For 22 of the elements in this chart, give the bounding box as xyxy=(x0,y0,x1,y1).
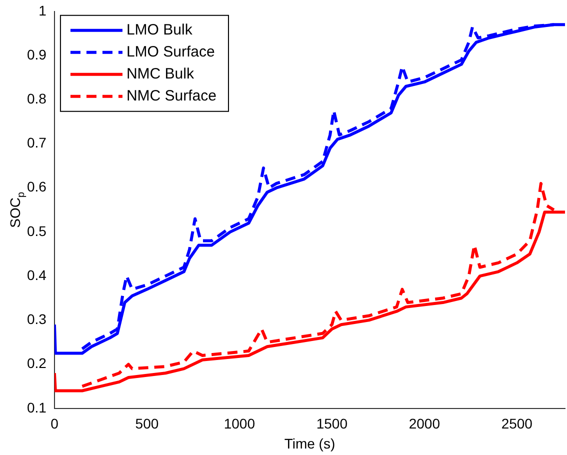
y-tick-label: 1 xyxy=(38,2,47,18)
x-tick-label: 500 xyxy=(135,416,159,432)
y-tick-label: 0.9 xyxy=(26,46,47,62)
legend-label: NMC Bulk xyxy=(126,66,194,83)
y-axis-title: SOCp xyxy=(6,192,27,228)
y-tick-label: 0.5 xyxy=(26,222,47,239)
y-tick-label: 0.6 xyxy=(26,178,47,195)
y-tick-label: 0.3 xyxy=(26,311,47,328)
x-axis-title: Time (s) xyxy=(284,435,336,452)
y-tick-label: 0.8 xyxy=(26,90,47,106)
x-tick-label: 2500 xyxy=(501,416,533,432)
y-tick-label: 0.7 xyxy=(26,134,47,151)
x-tick-label: 1500 xyxy=(316,416,348,432)
x-tick-label: 2000 xyxy=(408,416,440,432)
x-tick-label: 1000 xyxy=(224,416,256,432)
y-tick-label: 0.4 xyxy=(26,266,47,283)
legend-label: LMO Bulk xyxy=(126,22,193,39)
x-tick-label: 0 xyxy=(50,416,59,432)
legend-label: NMC Surface xyxy=(126,88,216,105)
legend-label: LMO Surface xyxy=(126,44,215,61)
y-tick-label: 0.1 xyxy=(26,399,47,416)
y-tick-label: 0.2 xyxy=(26,355,47,372)
